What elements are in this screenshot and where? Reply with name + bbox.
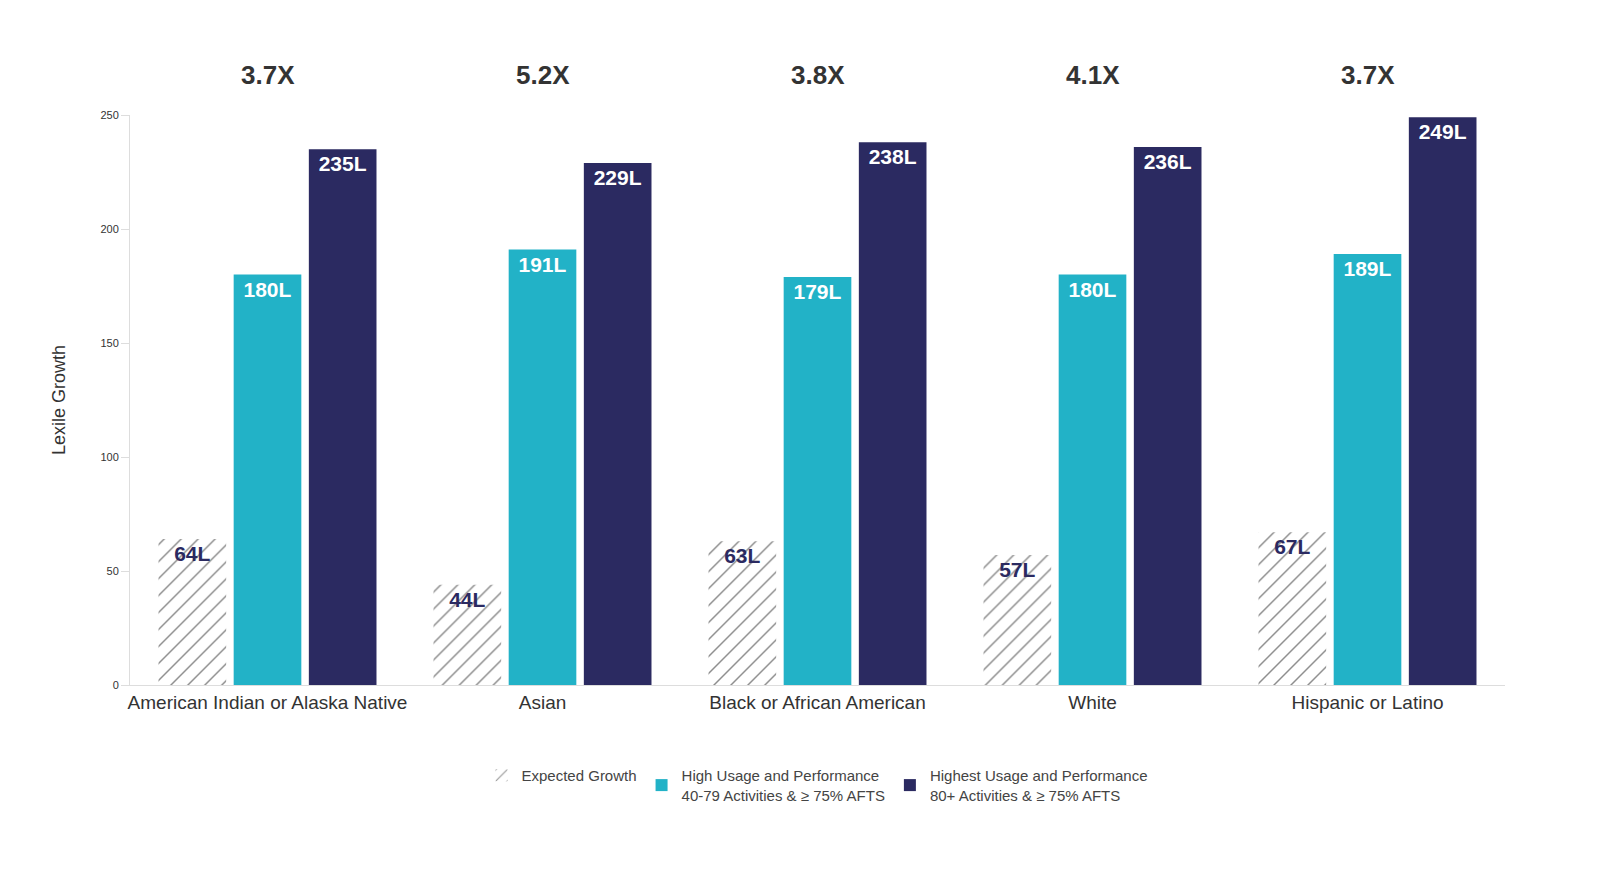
svg-text:150: 150 <box>100 337 118 349</box>
svg-text:249L: 249L <box>1419 120 1467 143</box>
svg-text:5.2X: 5.2X <box>516 60 570 90</box>
svg-text:3.7X: 3.7X <box>241 60 295 90</box>
svg-text:63L: 63L <box>724 544 760 567</box>
svg-text:American Indian or Alaska Nati: American Indian or Alaska Native <box>128 692 408 713</box>
svg-text:Expected Growth: Expected Growth <box>522 767 637 784</box>
svg-text:Lexile Growth: Lexile Growth <box>49 345 69 455</box>
svg-text:238L: 238L <box>869 145 917 168</box>
svg-text:229L: 229L <box>594 166 642 189</box>
svg-text:180L: 180L <box>243 278 291 301</box>
svg-text:Asian: Asian <box>519 692 567 713</box>
svg-text:44L: 44L <box>449 588 485 611</box>
svg-text:236L: 236L <box>1144 150 1192 173</box>
svg-text:High Usage and Performance40-7: High Usage and Performance40-79 Activiti… <box>682 767 885 804</box>
svg-text:64L: 64L <box>174 542 210 565</box>
svg-text:200: 200 <box>100 223 118 235</box>
svg-text:White: White <box>1068 692 1117 713</box>
svg-text:189L: 189L <box>1343 257 1391 280</box>
svg-text:Hispanic or Latino: Hispanic or Latino <box>1291 692 1443 713</box>
svg-text:57L: 57L <box>999 558 1035 581</box>
svg-text:Black or African American: Black or African American <box>709 692 925 713</box>
svg-text:50: 50 <box>107 565 119 577</box>
svg-text:180L: 180L <box>1068 278 1116 301</box>
svg-text:4.1X: 4.1X <box>1066 60 1120 90</box>
svg-text:67L: 67L <box>1274 535 1310 558</box>
svg-text:100: 100 <box>100 451 118 463</box>
svg-text:3.8X: 3.8X <box>791 60 845 90</box>
svg-text:250: 250 <box>100 109 118 121</box>
svg-text:191L: 191L <box>518 253 566 276</box>
svg-text:235L: 235L <box>319 152 367 175</box>
svg-text:3.7X: 3.7X <box>1341 60 1395 90</box>
svg-text:179L: 179L <box>793 280 841 303</box>
svg-text:Highest Usage and Performance8: Highest Usage and Performance80+ Activit… <box>930 767 1148 804</box>
svg-text:0: 0 <box>113 679 119 691</box>
